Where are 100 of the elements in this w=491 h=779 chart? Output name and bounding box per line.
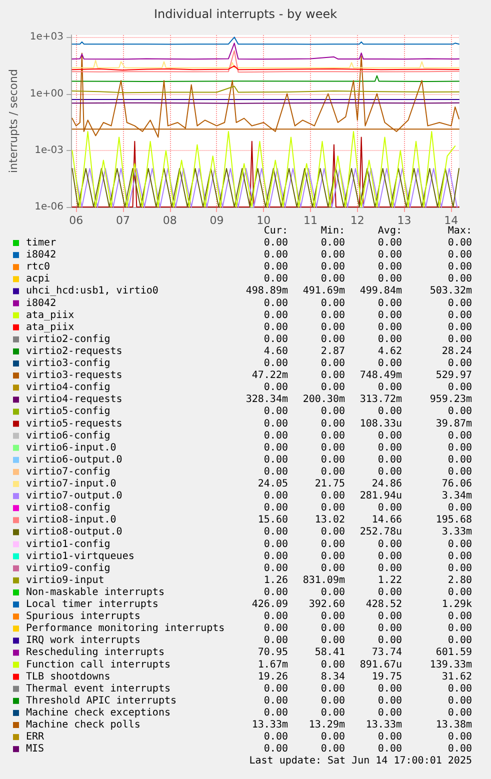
text: 0.00 <box>320 635 345 646</box>
text: Max: <box>448 225 472 236</box>
text: 3.34m <box>442 490 472 502</box>
legend-label: virtio3-config <box>26 358 110 369</box>
legend-label: Rescheduling interrupts <box>26 647 164 658</box>
text: 0.00 <box>320 659 345 670</box>
text: 13.33m <box>366 720 402 730</box>
text: 0.00 <box>448 611 472 622</box>
legend-label: IRQ work interrupts <box>26 635 140 646</box>
text: 0.00 <box>320 382 345 394</box>
text: 70.95 <box>258 647 288 658</box>
text: 73.74 <box>372 647 402 658</box>
y-tick-label: 1e-03 <box>34 144 64 156</box>
text: 0.00 <box>264 466 288 478</box>
x-tick-label: 10 <box>256 214 271 227</box>
text: 0.00 <box>378 430 402 442</box>
text: 13.33m <box>252 720 288 730</box>
legend-label: Performance monitoring interrupts <box>26 623 225 634</box>
text: 0.00 <box>378 586 402 598</box>
legend-label: virtio7-config <box>26 466 110 478</box>
text: 499.84m <box>360 286 402 297</box>
legend-label: timer <box>26 238 56 248</box>
text: 503.32m <box>430 286 472 297</box>
text: 0.00 <box>264 310 288 321</box>
text: 0.00 <box>378 250 402 261</box>
text: 14.66 <box>372 514 402 526</box>
text: 19.75 <box>372 671 402 682</box>
text: 0.00 <box>320 250 345 261</box>
text: 0.00 <box>264 695 288 706</box>
text: 1.67m <box>258 659 288 670</box>
text: 4.60 <box>264 346 288 357</box>
text: 0.00 <box>264 538 288 550</box>
legend-label: Non-maskable interrupts <box>26 586 164 598</box>
text: Min: <box>320 225 345 236</box>
text: 0.00 <box>320 490 345 502</box>
text: Cur: <box>264 225 288 236</box>
text: 0.00 <box>320 262 345 273</box>
text: 252.78u <box>360 526 402 538</box>
x-tick-label: 11 <box>304 214 318 227</box>
text: 0.00 <box>448 562 472 574</box>
text: 0.00 <box>264 442 288 454</box>
text: 491.69m <box>302 286 345 297</box>
text: 24.86 <box>372 478 402 490</box>
text: 0.00 <box>264 274 288 285</box>
text: Last update: Sat Jun 14 17:00:01 2025 <box>249 756 472 766</box>
text: 0.00 <box>448 298 472 309</box>
text: 0.00 <box>264 250 288 261</box>
text: 28.24 <box>442 346 472 357</box>
legend-label: virtio9-config <box>26 562 110 574</box>
text: 0.00 <box>448 238 472 248</box>
text: 0.00 <box>320 310 345 321</box>
text: 428.52 <box>366 599 402 610</box>
legend-label: i8042 <box>26 298 56 309</box>
legend-label: virtio9-input <box>26 574 104 586</box>
legend-label: uhci_hcd:usb1, virtio0 <box>26 286 158 297</box>
text: 0.00 <box>264 382 288 394</box>
text: 0.00 <box>264 562 288 574</box>
text: 0.00 <box>264 623 288 634</box>
text: 76.06 <box>442 478 472 490</box>
text: 0.00 <box>448 695 472 706</box>
text: 0.00 <box>448 250 472 261</box>
legend-label: virtio7-input.0 <box>26 478 116 490</box>
x-tick-label: 12 <box>350 214 364 227</box>
text: 200.30m <box>302 394 345 406</box>
x-tick-label: 09 <box>210 214 224 227</box>
text: 0.00 <box>320 274 345 285</box>
legend-label: Thermal event interrupts <box>26 683 170 694</box>
text: 0.00 <box>378 466 402 478</box>
text: 0.00 <box>264 430 288 442</box>
text: 0.00 <box>448 406 472 418</box>
text: 0.00 <box>448 442 472 454</box>
text: 0.00 <box>320 732 345 743</box>
y-tick-label: 1e-06 <box>34 202 64 212</box>
line-series <box>72 60 460 68</box>
text: 959.23m <box>430 394 472 406</box>
text: 0.00 <box>448 586 472 598</box>
text: 0.00 <box>320 502 345 514</box>
text: 0.00 <box>264 732 288 743</box>
legend-label: virtio5-config <box>26 406 110 418</box>
legend-label: ata_piix <box>26 310 74 321</box>
legend-label: i8042 <box>26 250 56 261</box>
text: 13.29m <box>308 720 345 730</box>
legend-label: virtio8-config <box>26 502 110 514</box>
text: 0.00 <box>448 635 472 646</box>
line-series <box>72 50 460 73</box>
text: 0.00 <box>378 238 402 248</box>
text: 8.34 <box>320 671 345 682</box>
text: 0.00 <box>320 442 345 454</box>
text: 0.00 <box>264 406 288 418</box>
legend-label: virtio1-virtqueues <box>26 550 134 562</box>
text: 0.00 <box>320 538 345 550</box>
text: 281.94u <box>360 490 402 502</box>
text: 529.97 <box>436 370 472 382</box>
text: 0.00 <box>448 334 472 345</box>
text: 0.00 <box>264 298 288 309</box>
text: 0.00 <box>264 502 288 514</box>
legend-label: Spurious interrupts <box>26 611 140 622</box>
text: 0.00 <box>264 262 288 273</box>
text: 1.26 <box>264 574 288 586</box>
text: 1.29k <box>442 599 472 610</box>
